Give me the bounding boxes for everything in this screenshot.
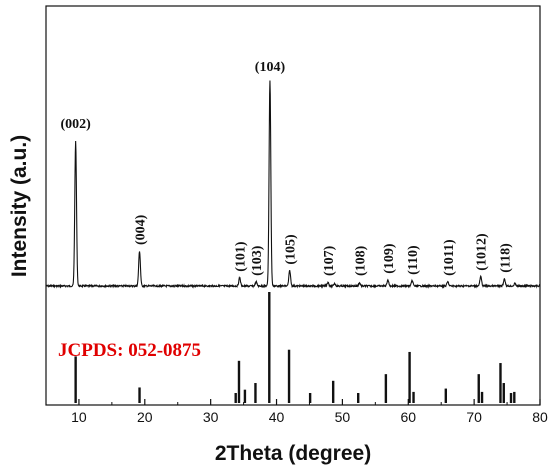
x-tick-label-2: 30 [203,409,219,425]
x-tick-label-0: 10 [71,409,87,425]
peak-label-10: (110) [406,245,421,275]
x-axis-title: 2Theta (degree) [215,442,371,465]
peak-label-1: (004) [134,214,149,245]
peak-label-4: (104) [255,60,286,75]
peak-label-0: (002) [60,117,91,132]
plot-frame [45,5,541,406]
peak-label-8: (108) [354,245,369,276]
peak-label-11: (1011) [442,239,457,276]
y-axis-title: Intensity (a.u.) [8,135,31,277]
x-tick-label-6: 70 [466,409,482,425]
peak-label-2: (101) [234,241,249,272]
peak-label-13: (118) [498,243,513,273]
x-tick-label-5: 60 [400,409,416,425]
xrd-pattern-line [45,80,541,289]
x-tick-label-4: 50 [335,409,351,425]
peak-label-6: (107) [322,245,337,276]
x-tick-label-1: 20 [137,409,153,425]
reference-label: JCPDS: 052-0875 [58,340,201,361]
peak-label-5: (105) [284,234,299,265]
peak-label-9: (109) [382,243,397,274]
x-tick-label-3: 40 [269,409,285,425]
x-tick-label-7: 80 [532,409,548,425]
peak-label-12: (1012) [475,233,490,271]
peak-label-3: (103) [250,245,265,276]
